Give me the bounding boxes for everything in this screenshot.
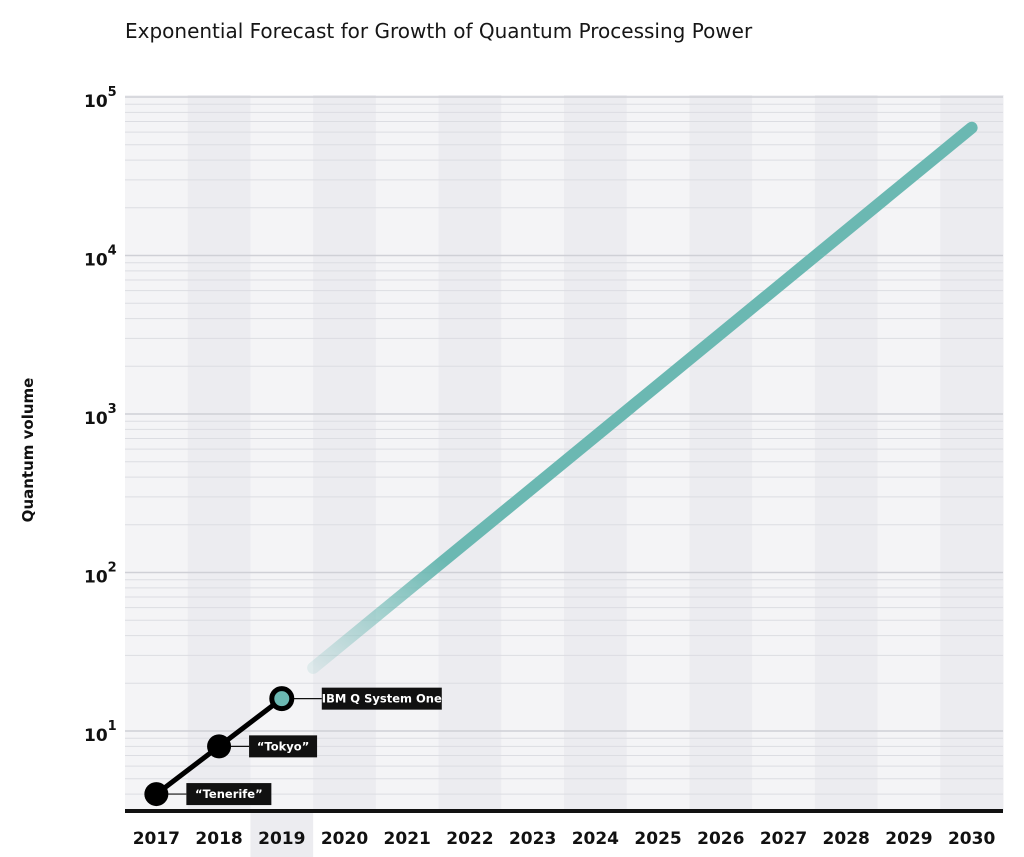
year-column <box>940 95 1004 811</box>
x-tick-label: 2018 <box>195 829 242 849</box>
series: “Tenerife” “Tokyo” IBM Q System One <box>144 121 978 807</box>
data-point <box>207 734 232 759</box>
x-tick-label: 2023 <box>509 829 556 849</box>
point-label-box <box>321 687 442 710</box>
y-axis-label: Quantum volume <box>19 378 37 523</box>
year-column <box>501 95 565 811</box>
x-tick-label: 2026 <box>697 829 744 849</box>
point-label: “Tokyo” <box>257 739 309 753</box>
y-tick-label: 103 <box>84 402 117 429</box>
x-tick-label: 2024 <box>572 829 619 849</box>
x-tick-label: 2027 <box>760 829 807 849</box>
y-tick-label: 101 <box>84 719 117 746</box>
x-tick-label: 2030 <box>948 829 995 849</box>
x-tick-label: 2029 <box>885 829 932 849</box>
year-column <box>626 95 690 811</box>
x-tick-label: 2022 <box>446 829 493 849</box>
point-label-box <box>249 735 318 758</box>
year-column <box>877 95 941 811</box>
chart-title: Exponential Forecast for Growth of Quant… <box>125 19 753 43</box>
point-label: IBM Q System One <box>322 692 442 706</box>
year-column <box>438 95 502 811</box>
y-tick-label: 102 <box>84 561 117 588</box>
y-tick-label: 105 <box>84 85 117 112</box>
point-label: “Tenerife” <box>195 787 263 801</box>
highlighted-year-band <box>250 811 314 857</box>
gridlines <box>125 96 1003 813</box>
x-tick-label: 2019 <box>258 829 305 849</box>
x-tick-label: 2028 <box>823 829 870 849</box>
x-tick-label: 2020 <box>321 829 368 849</box>
year-column <box>187 95 251 811</box>
year-column <box>125 95 189 811</box>
year-column <box>814 95 879 811</box>
year-column <box>752 95 816 811</box>
x-tick-label: 2025 <box>634 829 681 849</box>
x-tick-label: 2021 <box>384 829 431 849</box>
y-tick-label: 104 <box>84 244 117 271</box>
y-ticks: 101 102 103 104 105 <box>84 85 117 746</box>
forecast-line <box>307 121 978 674</box>
data-point <box>144 782 169 807</box>
x-ticks: 2017 2018 2019 2020 2021 2022 2023 2024 2025 2026… <box>133 829 996 849</box>
point-label-box <box>186 783 272 806</box>
x-tick-label: 2017 <box>133 829 180 849</box>
year-column <box>689 95 753 811</box>
data-point <box>269 686 295 712</box>
